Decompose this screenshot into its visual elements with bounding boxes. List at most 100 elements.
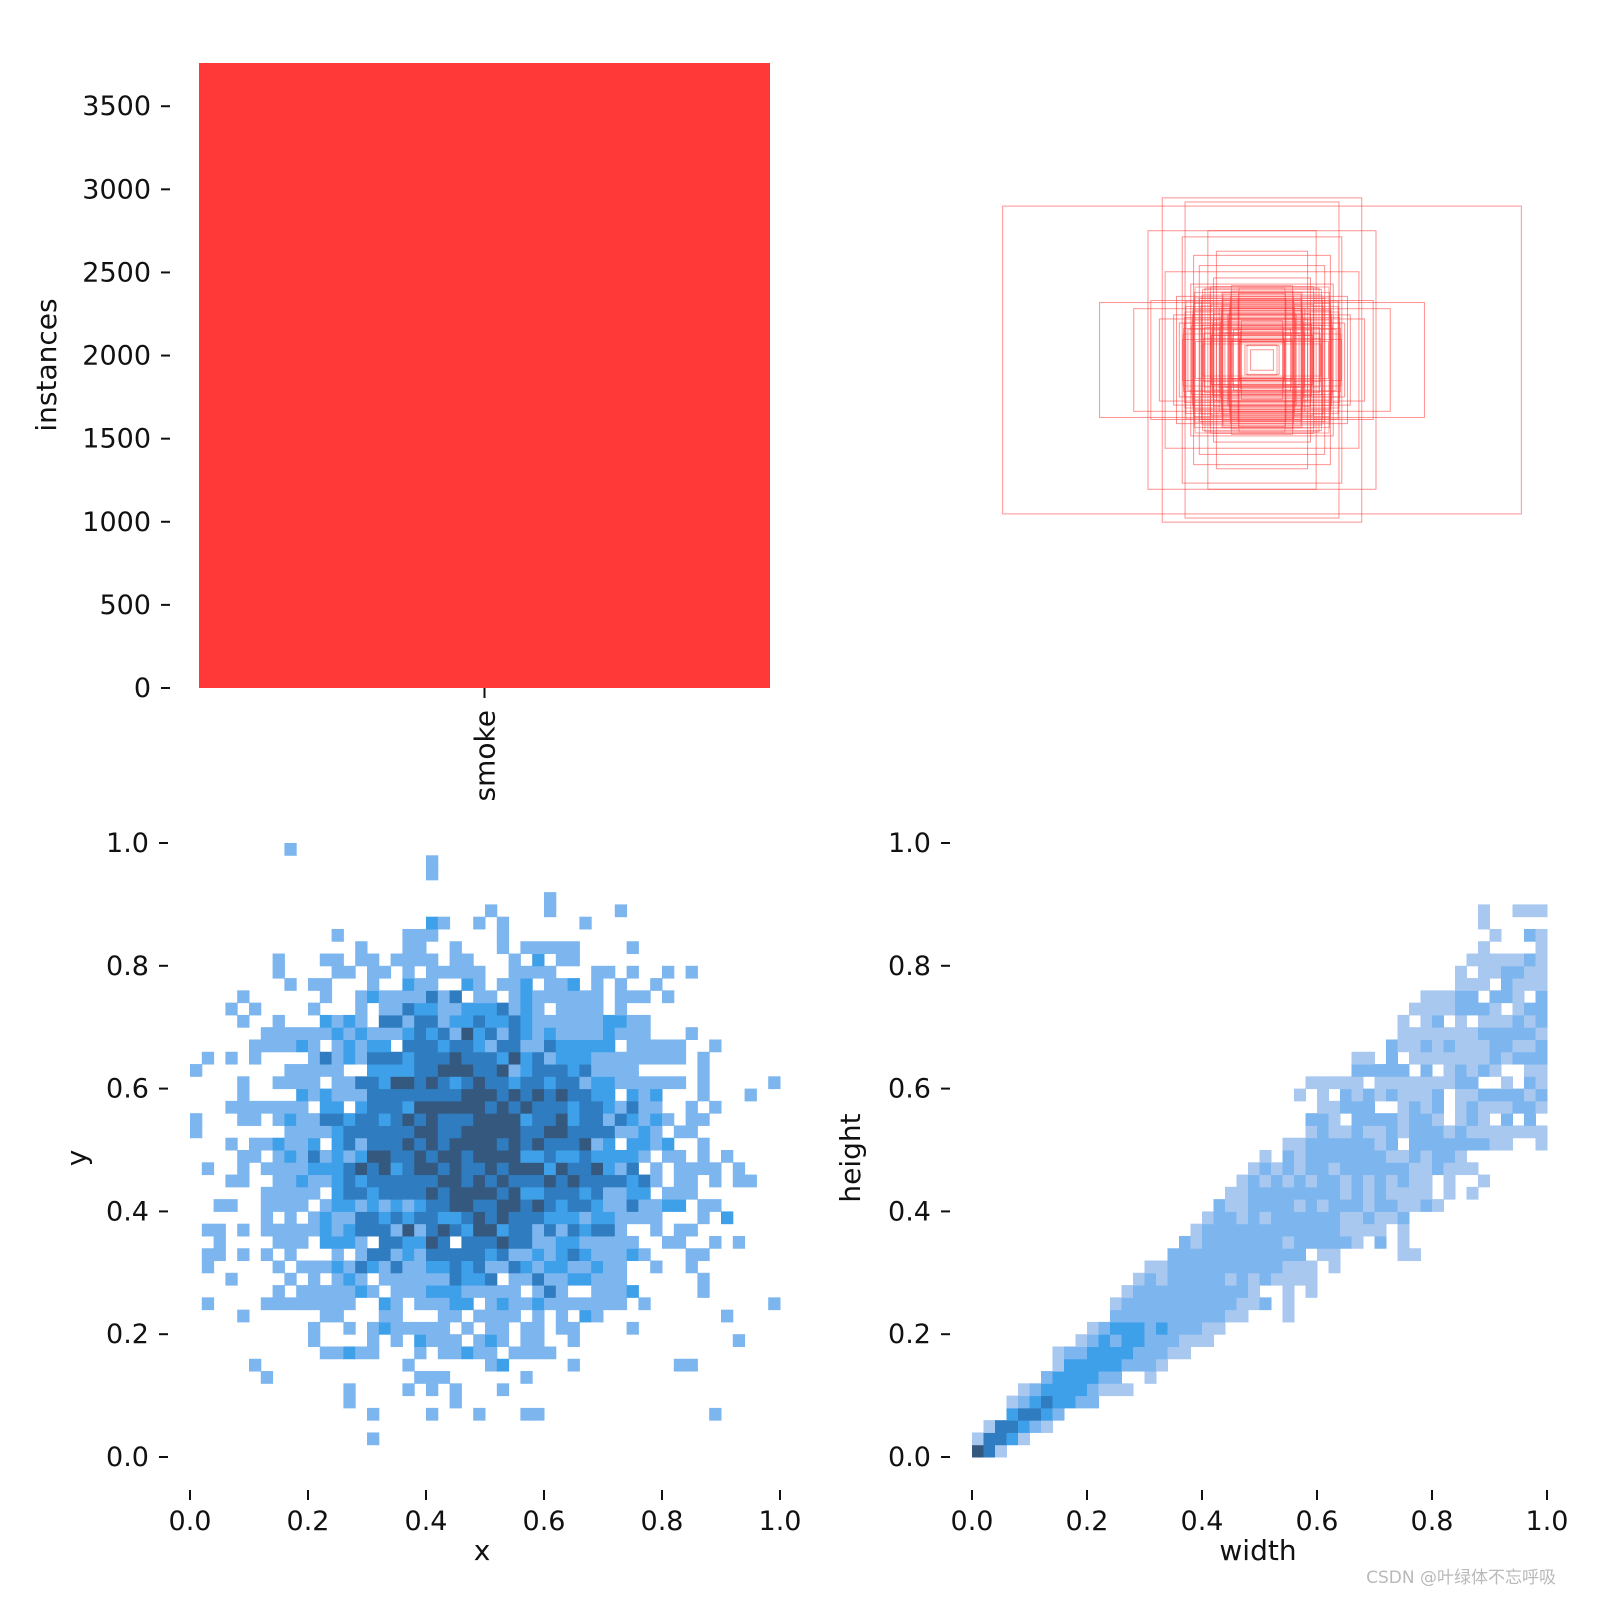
heatmap-cell — [532, 1100, 545, 1114]
heatmap-cell — [319, 1285, 333, 1298]
heatmap-cell — [437, 916, 451, 930]
heatmap-cell — [331, 1260, 344, 1274]
heatmap-cell — [461, 1014, 474, 1028]
heatmap-cell — [343, 1113, 356, 1126]
heatmap-cell — [331, 1297, 344, 1311]
heatmap-cell — [319, 1162, 333, 1176]
heatmap-cell — [520, 965, 533, 979]
heatmap-cell — [1110, 1321, 1122, 1335]
heatmap-cell — [591, 1137, 604, 1151]
heatmap-cell — [1213, 1211, 1226, 1225]
heatmap-cell — [603, 1199, 616, 1212]
heatmap-cell — [284, 978, 297, 991]
heatmap-cell — [1432, 1002, 1444, 1016]
heatmap-cell — [1167, 1260, 1180, 1274]
heatmap-cell — [402, 1064, 415, 1077]
heatmap-cell — [1121, 1309, 1134, 1323]
heatmap-cell — [1236, 1260, 1249, 1274]
heatmap-cell — [1397, 1199, 1410, 1212]
heatmap-cell — [414, 1199, 427, 1212]
heatmap-cell — [1524, 1100, 1536, 1114]
heatmap-cell — [437, 1186, 451, 1200]
heatmap-cell — [520, 1100, 533, 1114]
heatmap-cell — [1121, 1358, 1134, 1372]
heatmap-cell — [1420, 1088, 1433, 1102]
heatmap-cell — [390, 1321, 403, 1335]
heatmap-cell — [378, 1248, 392, 1262]
box-outline — [1211, 335, 1313, 385]
heatmap-cell — [544, 1113, 557, 1126]
heatmap-cell — [1397, 1027, 1410, 1040]
heatmap-cell — [1489, 1014, 1502, 1028]
heatmap-cell — [402, 953, 415, 967]
heatmap-cell — [1075, 1346, 1088, 1360]
heatmap-cell — [402, 1014, 415, 1028]
heatmap-cell — [685, 1027, 698, 1040]
heatmap-cell — [426, 1186, 439, 1200]
box-outline — [1239, 342, 1285, 378]
heatmap-cell — [485, 1358, 498, 1372]
box-outline — [1212, 318, 1312, 402]
heatmap-cell — [355, 1272, 368, 1286]
heatmap-cell — [449, 1076, 462, 1090]
heatmap-cell — [378, 1174, 392, 1188]
heatmap-cell — [390, 1211, 403, 1225]
heatmap-cell — [1455, 1113, 1467, 1126]
box-outline — [1195, 341, 1329, 379]
heatmap-cell — [496, 1014, 510, 1028]
heatmap-cell — [1432, 1076, 1444, 1090]
heatmap-cell — [638, 1297, 651, 1311]
heatmap-cell — [614, 1174, 628, 1188]
heatmap-cell — [225, 1100, 238, 1114]
heatmap-cell — [473, 1199, 486, 1212]
heatmap-cell — [662, 965, 675, 979]
heatmap-cell — [390, 1064, 403, 1077]
heatmap-cell — [437, 1211, 451, 1225]
heatmap-cell — [284, 1174, 297, 1188]
heatmap-cell — [1064, 1371, 1076, 1384]
heatmap-cell — [1259, 1211, 1272, 1225]
heatmap-cell — [1397, 1088, 1410, 1102]
heatmap-cell — [378, 1027, 392, 1040]
heatmap-cell — [1501, 1088, 1513, 1102]
heatmap-cell — [319, 1260, 333, 1274]
heatmap-cell — [1409, 1162, 1421, 1176]
heatmap-cell — [1305, 1260, 1318, 1274]
heatmap-cell — [1501, 1076, 1513, 1090]
heatmap-cell — [260, 1186, 274, 1200]
box-outline — [1178, 322, 1346, 398]
heatmap-cell — [1248, 1199, 1260, 1212]
heatmap-cell — [1202, 1235, 1214, 1249]
heatmap-cell — [1282, 1248, 1295, 1262]
heatmap-cell — [485, 1064, 498, 1077]
heatmap-cell — [426, 928, 439, 942]
heatmap-cell — [461, 1027, 474, 1040]
heatmap-cell — [1029, 1395, 1042, 1409]
heatmap-cell — [626, 1186, 639, 1200]
heatmap-cell — [402, 1002, 415, 1016]
heatmap-cell — [390, 990, 403, 1004]
heatmap-cell — [355, 1260, 368, 1274]
heatmap-cell — [650, 1137, 663, 1151]
heatmap-cell — [591, 1039, 604, 1053]
heatmap-cell — [697, 1088, 710, 1102]
heatmap-cell — [591, 1051, 604, 1065]
heatmap-cell — [520, 1321, 533, 1335]
heatmap-cell — [638, 1027, 651, 1040]
heatmap-cell — [319, 1014, 333, 1028]
heatmap-cell — [355, 1235, 368, 1249]
heatmap-cell — [390, 1113, 403, 1126]
heatmap-cell — [1305, 1125, 1318, 1139]
heatmap-cell — [567, 1002, 580, 1016]
box-outline — [1183, 328, 1341, 392]
heatmap-cell — [1340, 1199, 1352, 1212]
heatmap-cell — [367, 1334, 380, 1347]
heatmap-cell — [508, 1027, 521, 1040]
wh-heatmap-cells — [972, 904, 1548, 1458]
heatmap-cell — [579, 1272, 592, 1286]
heatmap-cell — [1340, 1162, 1352, 1176]
heatmap-cell — [437, 965, 451, 979]
heatmap-cell — [1386, 1162, 1398, 1176]
heatmap-cell — [673, 1125, 687, 1139]
heatmap-cell — [579, 1039, 592, 1053]
